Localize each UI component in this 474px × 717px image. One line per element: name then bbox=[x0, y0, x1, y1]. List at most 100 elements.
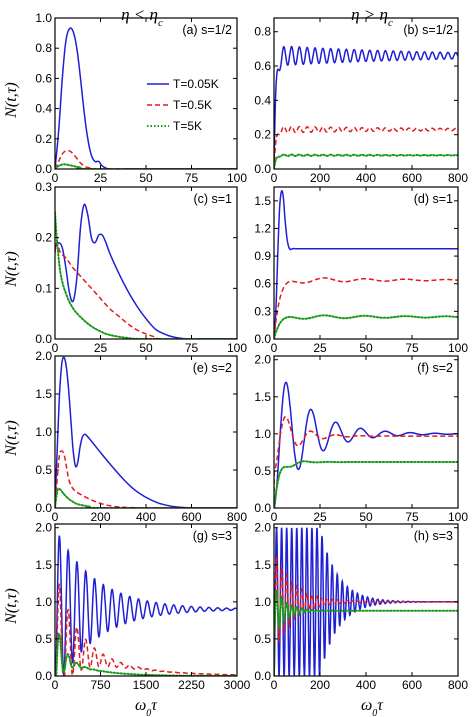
y-tick-label: 0.9 bbox=[254, 249, 271, 263]
y-tick-label: 0.0 bbox=[35, 501, 52, 515]
y-tick-label: 2.0 bbox=[35, 521, 52, 535]
panel-label: (c) s=1 bbox=[193, 192, 232, 206]
x-tick-label: 200 bbox=[90, 510, 110, 524]
y-tick-label: 0.0 bbox=[254, 332, 271, 346]
x-tick-label: 75 bbox=[405, 510, 419, 524]
y-tick-label: 0.0 bbox=[35, 332, 52, 346]
x-tick-label: 0 bbox=[52, 510, 59, 524]
x-tick-label: 75 bbox=[185, 341, 199, 355]
x-tick-label: 200 bbox=[310, 678, 330, 692]
y-tick-label: 0.5 bbox=[254, 632, 271, 646]
y-tick-label: 2.0 bbox=[254, 521, 271, 535]
panel-label: (f) s=2 bbox=[417, 361, 453, 375]
y-tick-label: 0.5 bbox=[35, 632, 52, 646]
x-tick-label: 100 bbox=[448, 341, 468, 355]
x-tick-label: 800 bbox=[227, 510, 247, 524]
y-tick-label: 0.8 bbox=[254, 25, 271, 39]
panel-d: 0 25 50 75 100 0.0 0.3 0.6 0.9 1.2 1.5 (d) s=1 bbox=[254, 186, 468, 355]
x-tick-label: 800 bbox=[448, 171, 468, 185]
series-line-blue bbox=[55, 535, 237, 676]
y-tick-label: 1.5 bbox=[254, 558, 271, 572]
panel-f: 0 25 50 75 100 0.0 0.5 1.0 1.5 2.0 (f) s=2 bbox=[254, 353, 468, 524]
y-tick-label: 0.0 bbox=[35, 669, 52, 683]
y-tick-label: 0.0 bbox=[254, 162, 271, 176]
legend-entry: T=5K bbox=[173, 119, 202, 133]
x-tick-label: 75 bbox=[185, 171, 199, 185]
ylabel-row-3: N(t,τ) bbox=[3, 420, 20, 457]
y-tick-label: 1.0 bbox=[35, 425, 52, 439]
y-tick-label: 0.0 bbox=[254, 669, 271, 683]
x-tick-label: 100 bbox=[448, 510, 468, 524]
y-tick-label: 0.6 bbox=[254, 59, 271, 73]
y-tick-label: 1.2 bbox=[254, 221, 271, 235]
panel-c: 0 25 50 75 100 0.0 0.1 0.2 0.3 (c) s=1 bbox=[35, 180, 247, 355]
y-tick-label: 0.6 bbox=[35, 71, 52, 85]
y-tick-label: 0.3 bbox=[35, 180, 52, 194]
left-column-header: η < ηc bbox=[121, 5, 163, 29]
series-line-blue bbox=[55, 203, 237, 339]
panel-g: 0 750 1500 2250 3000 0.0 0.5 1.0 1.5 2.0 (g) s=3 bbox=[35, 521, 250, 692]
series-line-green bbox=[274, 460, 458, 508]
x-tick-label: 3000 bbox=[224, 678, 251, 692]
ylabel-row-1: N(t,τ) bbox=[3, 82, 20, 119]
ylabel-row-2: N(t,τ) bbox=[3, 251, 20, 288]
series-line-green bbox=[274, 587, 458, 676]
y-tick-label: 1.0 bbox=[254, 427, 271, 441]
x-tick-label: 0 bbox=[271, 678, 278, 692]
plot-frame bbox=[273, 17, 459, 170]
y-tick-label: 1.0 bbox=[35, 595, 52, 609]
x-tick-label: 0 bbox=[271, 510, 278, 524]
panel-b: 0 200 400 600 800 0.0 0.2 0.4 0.6 0.8 (b) s=1/2 bbox=[254, 17, 468, 185]
series-line-green bbox=[55, 163, 237, 169]
y-tick-label: 0.6 bbox=[254, 277, 271, 291]
x-tick-label: 50 bbox=[139, 341, 153, 355]
panel-label: (d) s=1 bbox=[414, 192, 453, 206]
plot-frame bbox=[54, 523, 238, 677]
y-tick-label: 1.0 bbox=[254, 595, 271, 609]
series-line-blue bbox=[274, 381, 458, 508]
panels: 0 25 50 75 100 0.0 0.2 0.4 0.6 0.8 1.0 (a) s=1/2 T=0… bbox=[35, 11, 468, 692]
y-tick-label: 1.5 bbox=[35, 558, 52, 572]
series-line-blue bbox=[274, 189, 458, 339]
series-line-red bbox=[274, 277, 458, 339]
y-tick-label: 1.0 bbox=[35, 11, 52, 25]
panel-a: 0 25 50 75 100 0.0 0.2 0.4 0.6 0.8 1.0 (a) s=1/2 T=0… bbox=[35, 11, 247, 185]
panel-label: (g) s=3 bbox=[193, 529, 232, 543]
panel-label: (a) s=1/2 bbox=[182, 23, 232, 37]
panel-label: (b) s=1/2 bbox=[403, 23, 453, 37]
y-tick-label: 0.3 bbox=[254, 304, 271, 318]
y-tick-label: 0.4 bbox=[254, 93, 271, 107]
x-tick-label: 400 bbox=[356, 678, 376, 692]
panel-label: (e) s=2 bbox=[193, 361, 232, 375]
series-line-blue bbox=[274, 45, 458, 169]
series-line-red bbox=[55, 149, 237, 169]
x-tick-label: 750 bbox=[90, 678, 110, 692]
x-tick-label: 0 bbox=[271, 341, 278, 355]
y-tick-label: 0.2 bbox=[35, 132, 52, 146]
series-line-blue bbox=[55, 27, 237, 169]
y-tick-label: 2.0 bbox=[254, 353, 271, 367]
y-tick-label: 0.4 bbox=[35, 102, 52, 116]
panel-label: (h) s=3 bbox=[414, 529, 453, 543]
xlabel-left: ω0τ bbox=[135, 697, 158, 717]
x-tick-label: 0 bbox=[52, 341, 59, 355]
x-tick-label: 600 bbox=[402, 678, 422, 692]
y-tick-label: 0.0 bbox=[35, 162, 52, 176]
series-line-green bbox=[274, 314, 458, 339]
x-tick-label: 25 bbox=[94, 171, 108, 185]
y-tick-label: 0.1 bbox=[35, 281, 52, 295]
x-tick-label: 75 bbox=[405, 341, 419, 355]
series-line-blue bbox=[55, 356, 237, 508]
x-tick-label: 600 bbox=[402, 171, 422, 185]
y-tick-label: 0.2 bbox=[35, 231, 52, 245]
x-tick-label: 25 bbox=[313, 510, 327, 524]
y-tick-label: 0.2 bbox=[254, 128, 271, 142]
right-column-header: η > ηc bbox=[351, 5, 393, 29]
x-tick-label: 2250 bbox=[178, 678, 205, 692]
x-tick-label: 25 bbox=[94, 341, 108, 355]
series-line-red bbox=[55, 241, 237, 339]
xlabel-right: ω0τ bbox=[361, 697, 384, 717]
series-line-red bbox=[55, 582, 237, 676]
legend-entry: T=0.5K bbox=[173, 98, 212, 112]
